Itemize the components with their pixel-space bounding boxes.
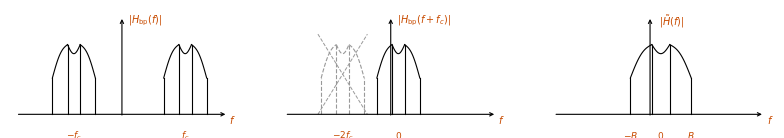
Text: $f$: $f$ xyxy=(499,114,505,126)
Text: $B$: $B$ xyxy=(688,130,695,138)
Text: $f$: $f$ xyxy=(767,114,773,126)
Text: $|H_{\rm bp}(f)|$: $|H_{\rm bp}(f)|$ xyxy=(129,13,163,28)
Text: $-f_c$: $-f_c$ xyxy=(66,130,82,138)
Text: $-B$: $-B$ xyxy=(622,130,638,138)
Text: $0$: $0$ xyxy=(657,130,664,138)
Text: $f_c$: $f_c$ xyxy=(181,130,190,138)
Text: $|H_{\rm bp}(f + f_c)|$: $|H_{\rm bp}(f + f_c)|$ xyxy=(397,13,451,28)
Text: $0$: $0$ xyxy=(395,130,402,138)
Text: $|\tilde{H}(f)|$: $|\tilde{H}(f)|$ xyxy=(659,13,684,30)
Text: $-2f_c$: $-2f_c$ xyxy=(332,130,354,138)
Text: $f$: $f$ xyxy=(230,114,236,126)
